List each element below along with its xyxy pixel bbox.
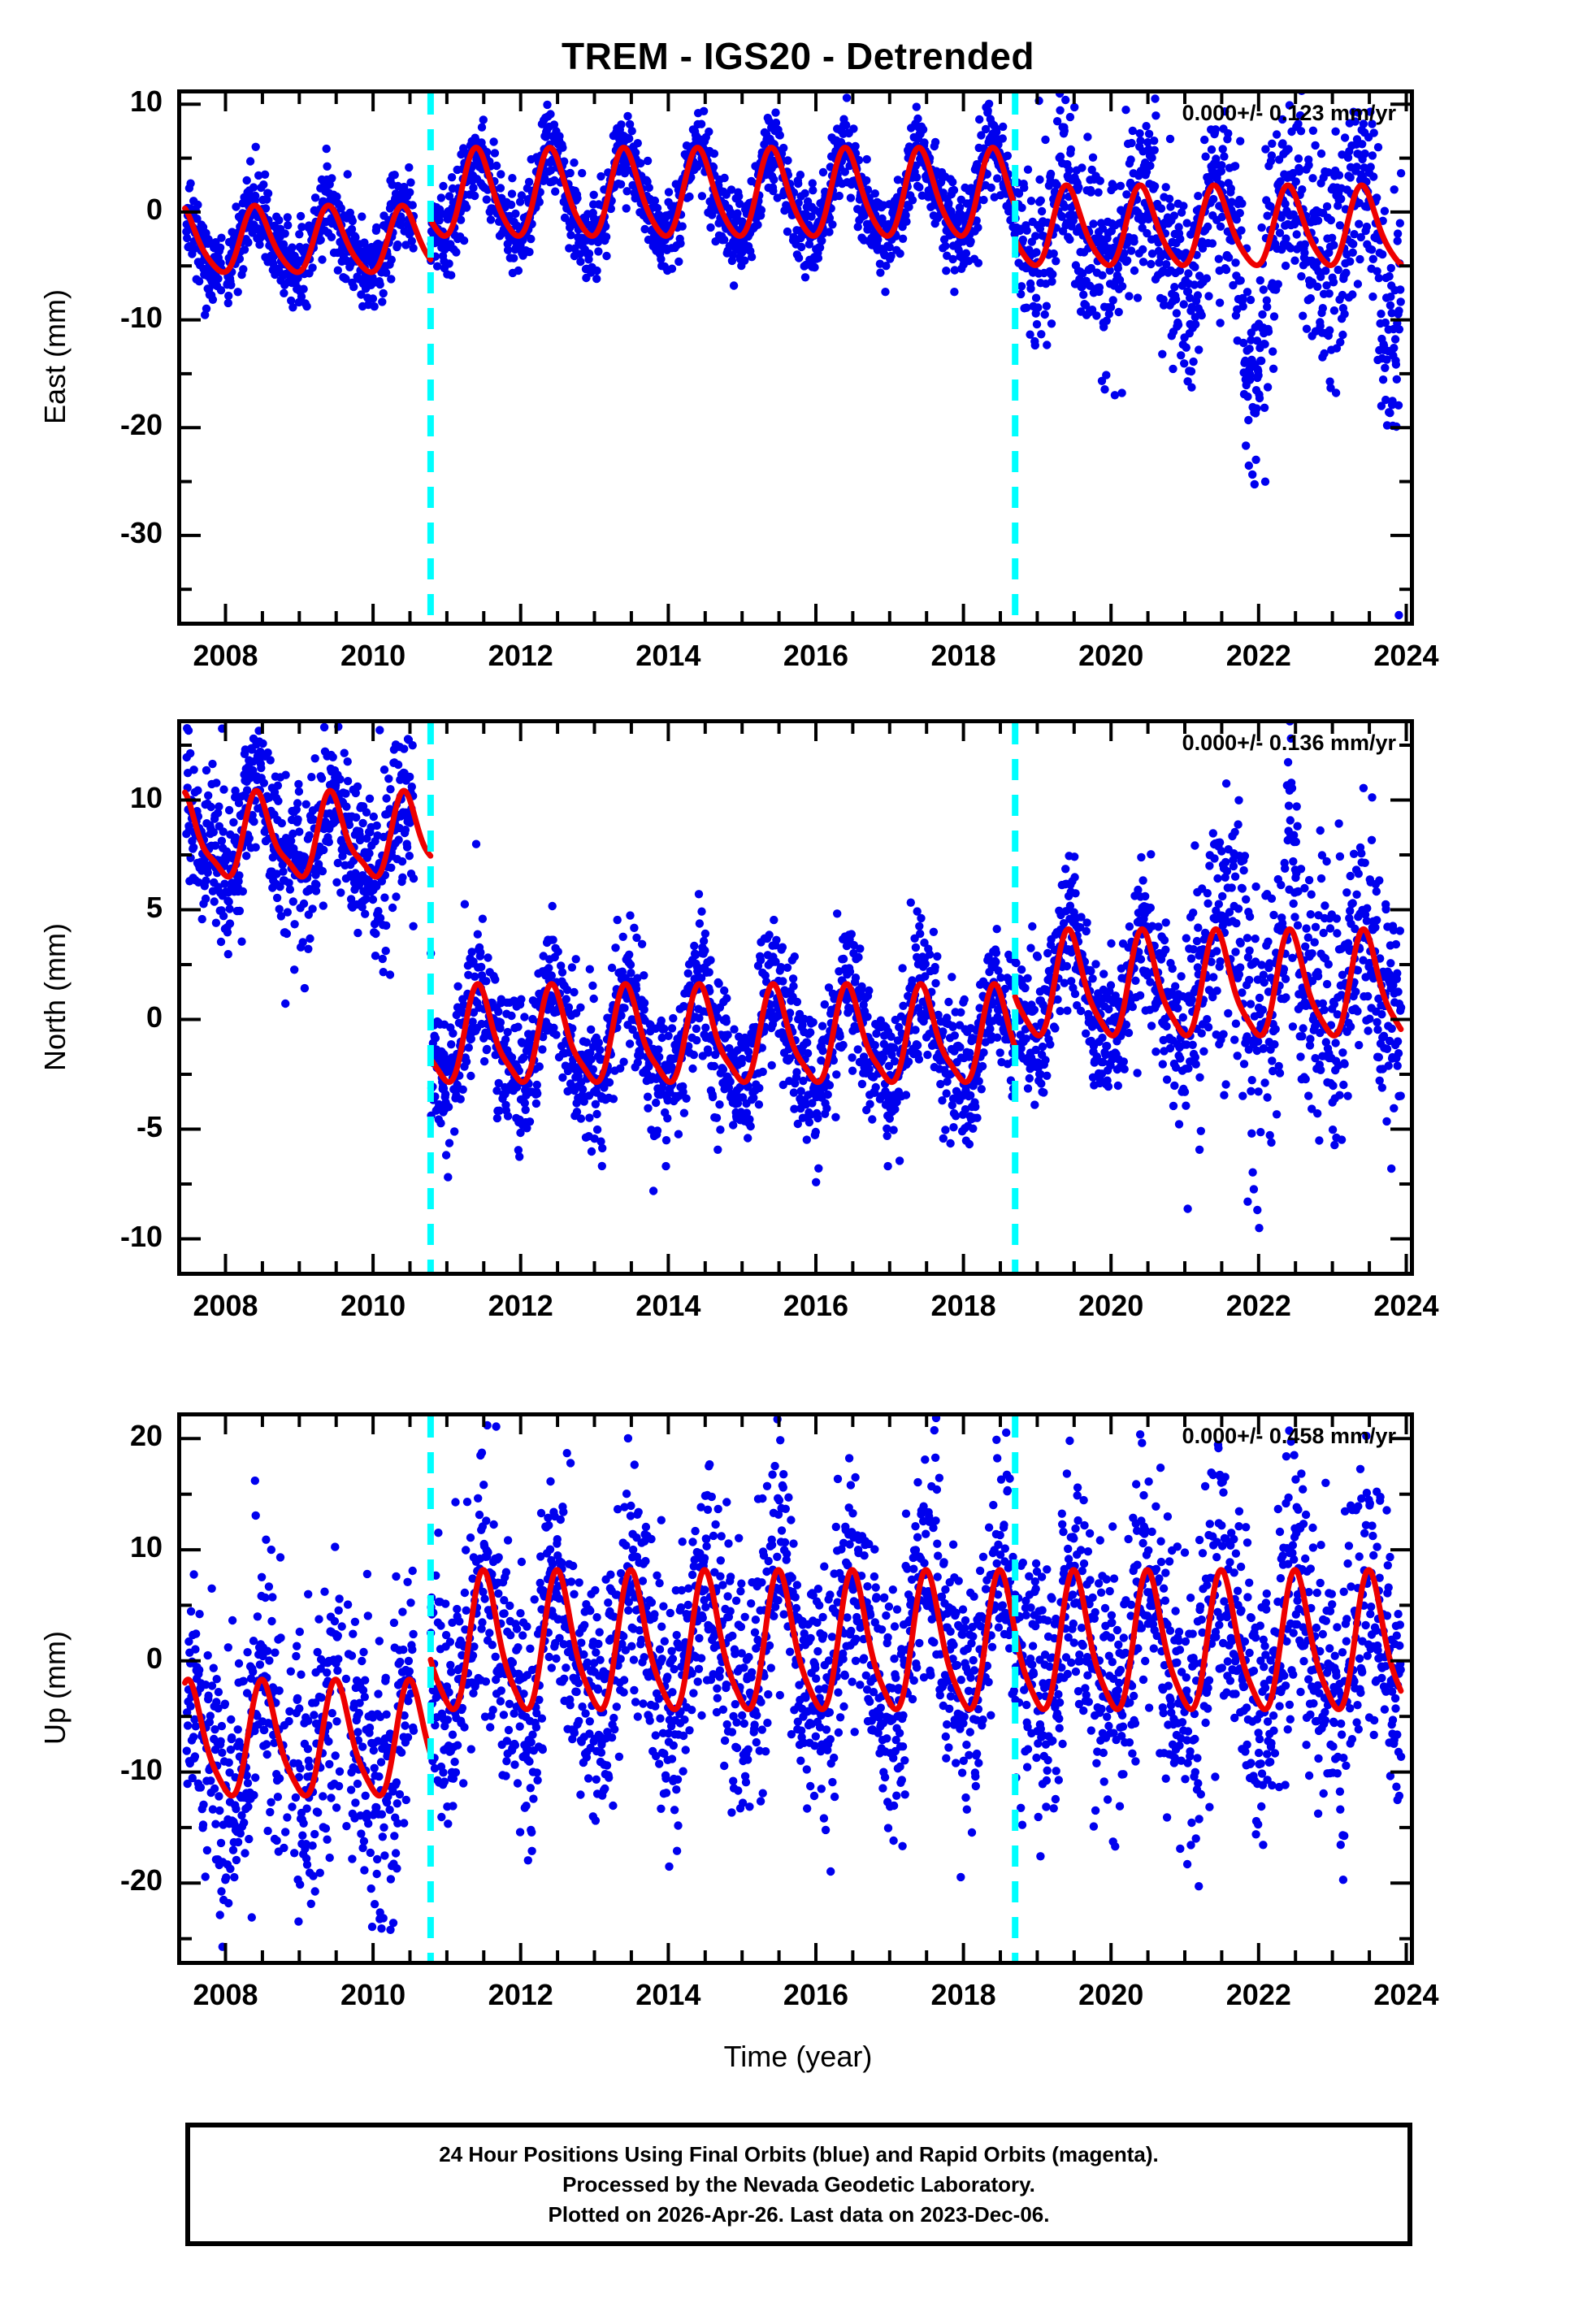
footer-line-2: Processed by the Nevada Geodetic Laborat… <box>562 2171 1035 2197</box>
model-fit-curve <box>182 1676 434 1799</box>
model-fit-curve <box>427 1567 1018 1712</box>
x-tick-label-east-2: 2012 <box>488 639 553 672</box>
scatter-plot-north <box>181 723 1410 1272</box>
model-fit-curve <box>182 202 434 275</box>
scatter-plot-east <box>181 93 1410 622</box>
x-tick-label-north-6: 2020 <box>1078 1289 1144 1322</box>
x-tick-label-up-4: 2016 <box>783 1978 849 2011</box>
y-axis-label-east: East (mm) <box>38 289 72 424</box>
y-tick-label-north-2: 0 <box>145 1000 163 1034</box>
axis-ticks <box>181 93 1410 622</box>
rate-annotation-east: 0.000+/- 0.123 mm/yr <box>1182 101 1396 125</box>
y-tick-label-north-0: 10 <box>129 780 163 814</box>
y-axis-label-up: Up (mm) <box>38 1631 72 1745</box>
plot-area-north <box>177 719 1414 1276</box>
model-fit-curve <box>1012 1567 1404 1712</box>
x-tick-label-up-5: 2018 <box>930 1978 996 2011</box>
x-tick-label-north-4: 2016 <box>783 1289 849 1322</box>
y-tick-label-north-4: -10 <box>119 1219 163 1253</box>
footer-line-3: Plotted on 2026-Apr-26. Last data on 202… <box>548 2201 1050 2227</box>
x-tick-label-up-0: 2008 <box>193 1978 258 2011</box>
x-tick-label-north-5: 2018 <box>930 1289 996 1322</box>
y-tick-label-east-1: 0 <box>145 192 163 226</box>
y-tick-label-east-3: -20 <box>119 408 163 442</box>
x-tick-label-up-6: 2020 <box>1078 1978 1144 2011</box>
x-tick-label-east-1: 2010 <box>340 639 406 672</box>
x-axis-label: Time (year) <box>723 2040 873 2073</box>
x-tick-label-east-4: 2016 <box>783 639 849 672</box>
y-tick-label-up-3: -10 <box>119 1752 163 1786</box>
model-fit-curve <box>182 787 434 880</box>
x-tick-label-north-2: 2012 <box>488 1289 553 1322</box>
scatter-plot-up <box>181 1416 1410 1961</box>
x-tick-label-north-8: 2024 <box>1373 1289 1439 1322</box>
y-tick-label-north-3: -5 <box>136 1109 163 1143</box>
x-tick-label-north-1: 2010 <box>340 1289 406 1322</box>
x-tick-label-east-6: 2020 <box>1078 639 1144 672</box>
x-tick-label-east-7: 2022 <box>1225 639 1291 672</box>
axis-ticks <box>181 723 1410 1272</box>
footer-caption-box: 24 Hour Positions Using Final Orbits (bl… <box>185 2123 1412 2246</box>
y-tick-label-east-2: -10 <box>119 300 163 334</box>
x-tick-label-up-3: 2014 <box>635 1978 701 2011</box>
y-axis-label-north: North (mm) <box>38 922 72 1071</box>
axis-ticks <box>181 1416 1410 1961</box>
y-tick-label-up-1: 10 <box>129 1530 163 1564</box>
x-tick-label-up-1: 2010 <box>340 1978 406 2011</box>
y-tick-label-east-0: 10 <box>129 85 163 119</box>
y-tick-label-up-2: 0 <box>145 1641 163 1675</box>
x-tick-label-north-0: 2008 <box>193 1289 258 1322</box>
x-tick-label-east-0: 2008 <box>193 639 258 672</box>
y-tick-label-up-0: 20 <box>129 1419 163 1453</box>
page-title: TREM - IGS20 - Detrended <box>562 35 1034 77</box>
model-fit-curve <box>1012 926 1404 1039</box>
model-fit-curve <box>427 981 1018 1086</box>
panel-east: 0.000+/- 0.123 mm/yr <box>177 89 1414 626</box>
plot-area-east <box>177 89 1414 626</box>
plot-area-up <box>177 1412 1414 1965</box>
x-tick-label-east-3: 2014 <box>635 639 701 672</box>
model-fit-curve <box>427 145 1018 239</box>
x-tick-label-east-8: 2024 <box>1373 639 1439 672</box>
x-tick-label-up-7: 2022 <box>1225 1978 1291 2011</box>
x-tick-label-east-5: 2018 <box>930 639 996 672</box>
panel-up: 0.000+/- 0.458 mm/yr <box>177 1412 1414 1965</box>
x-tick-label-up-2: 2012 <box>488 1978 553 2011</box>
y-tick-label-up-4: -20 <box>119 1863 163 1897</box>
x-tick-label-up-8: 2024 <box>1373 1978 1439 2011</box>
rate-annotation-north: 0.000+/- 0.136 mm/yr <box>1182 731 1396 755</box>
panel-north: 0.000+/- 0.136 mm/yr <box>177 719 1414 1276</box>
footer-line-1: 24 Hour Positions Using Final Orbits (bl… <box>439 2141 1159 2166</box>
x-tick-label-north-7: 2022 <box>1225 1289 1291 1322</box>
rate-annotation-up: 0.000+/- 0.458 mm/yr <box>1182 1424 1396 1448</box>
model-fit-curve <box>1012 182 1404 268</box>
y-tick-label-north-1: 5 <box>145 890 163 924</box>
y-tick-label-east-4: -30 <box>119 515 163 549</box>
x-tick-label-north-3: 2014 <box>635 1289 701 1322</box>
